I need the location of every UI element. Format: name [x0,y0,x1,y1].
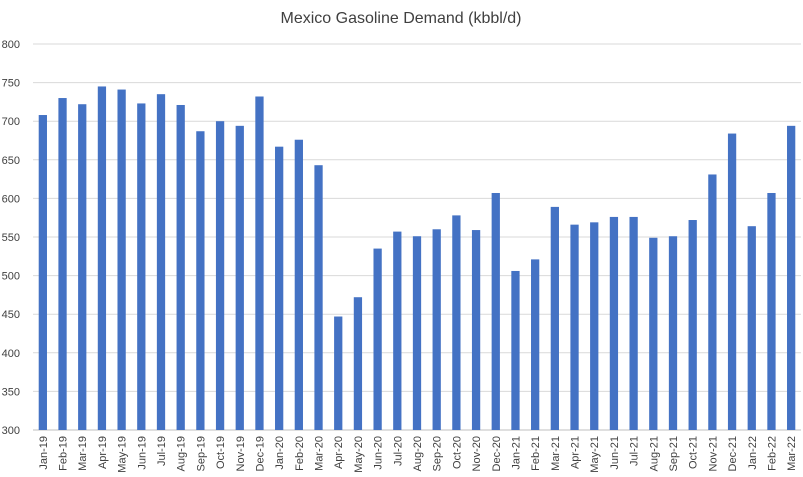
bar [688,220,697,430]
x-tick-label: Jan-19 [38,436,50,470]
bar [97,86,107,431]
bar [708,174,717,430]
x-tick-label: May-20 [353,436,365,473]
x-tick-label: Jun-19 [136,436,148,470]
bar [334,316,343,430]
bar [255,96,264,430]
bar [491,192,500,430]
bar [787,125,796,430]
bar [58,98,67,430]
x-tick-label: Nov-19 [235,436,247,471]
x-tick-label: Nov-21 [707,436,719,471]
bar [235,125,244,430]
x-tick-label: Feb-22 [766,436,778,471]
bar [727,133,737,430]
x-tick-label: Sep-19 [195,436,207,471]
chart-title: Mexico Gasoline Demand (kbbl/d) [281,10,522,27]
x-tick-label: Dec-19 [254,436,266,471]
y-tick-label: 550 [2,232,20,244]
x-tick-label: Mar-21 [550,436,562,471]
x-tick-label: Sep-21 [668,436,680,471]
bar [452,215,461,430]
bars [38,86,796,431]
bar [550,206,559,430]
x-tick-label: Feb-19 [58,436,70,471]
y-tick-label: 350 [2,386,20,398]
x-tick-label: Jan-21 [510,436,522,470]
y-tick-label: 500 [2,271,20,283]
bar [432,229,441,430]
bar [531,259,540,430]
bar [275,146,284,430]
x-tick-label: Jan-20 [274,436,286,470]
y-axis-ticks: 300 350 400 450 500 550 600 650 700 750 800 [2,39,20,437]
bar [629,216,638,430]
x-tick-label: Apr-20 [333,436,345,469]
x-tick-label: Dec-21 [727,436,739,471]
x-tick-label: Jul-19 [156,436,168,466]
x-tick-label: Nov-20 [471,436,483,471]
bar [314,165,323,431]
x-tick-label: Sep-20 [432,436,444,471]
x-tick-label: Jul-20 [392,436,404,466]
y-tick-label: 800 [2,39,20,51]
bar [294,139,303,430]
bar [471,230,481,430]
x-tick-label: Mar-19 [77,436,89,471]
bar [668,236,678,430]
x-axis-ticks: Jan-19 Feb-19 Mar-19 Apr-19 May-19 Jun-19 Jul-… [38,436,798,473]
x-tick-label: May-21 [589,436,601,473]
y-tick-label: 450 [2,309,20,321]
bar [412,236,422,430]
x-tick-label: Oct-20 [451,436,463,469]
y-tick-label: 400 [2,348,20,360]
bar [649,237,658,430]
bar [196,131,205,430]
bar [117,89,126,430]
bar [393,231,402,430]
x-tick-label: Jul-21 [629,436,641,466]
bar [353,297,363,430]
bar [78,104,87,430]
bar [747,226,756,430]
x-tick-label: Apr-21 [570,436,582,469]
bar [156,94,166,431]
bar [767,192,776,430]
bar [511,270,520,430]
y-tick-label: 600 [2,193,20,205]
x-tick-label: Jan-22 [747,436,759,470]
x-tick-label: Apr-19 [97,436,109,469]
x-tick-label: Aug-20 [412,436,424,471]
x-tick-label: Mar-22 [786,436,798,471]
y-tick-label: 700 [2,116,20,128]
x-tick-label: Oct-21 [688,436,700,469]
x-tick-label: Jun-21 [609,436,621,470]
bar [215,121,225,430]
x-tick-label: May-19 [117,436,129,473]
y-tick-label: 650 [2,155,20,167]
x-tick-label: Feb-20 [294,436,306,471]
x-tick-label: Aug-21 [648,436,660,471]
bar [590,222,599,430]
bar [570,224,579,430]
y-tick-label: 750 [2,78,20,90]
x-tick-label: Mar-20 [314,436,326,471]
bar [609,216,619,430]
bar [137,103,146,430]
x-tick-label: Dec-20 [491,436,503,471]
x-tick-label: Aug-19 [176,436,188,471]
x-tick-label: Oct-19 [215,436,227,469]
x-tick-label: Jun-20 [373,436,385,470]
bar [373,248,382,430]
y-tick-label: 300 [2,425,20,437]
bar [176,104,185,430]
x-tick-label: Feb-21 [530,436,542,471]
bar [38,115,47,431]
